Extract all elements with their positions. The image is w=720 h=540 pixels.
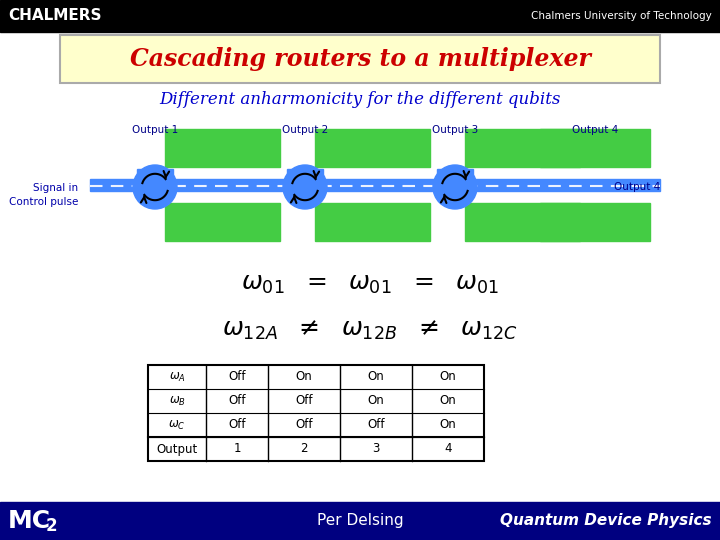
Bar [287, 169, 323, 179]
Text: Quantum Device Physics: Quantum Device Physics [500, 514, 712, 529]
Text: Off: Off [295, 395, 312, 408]
Text: Off: Off [228, 370, 246, 383]
Text: 3: 3 [372, 442, 379, 456]
Text: $\omega_C$: $\omega_C$ [168, 418, 186, 431]
Text: On: On [440, 370, 456, 383]
Text: CHALMERS: CHALMERS [8, 9, 102, 24]
Text: Control pulse: Control pulse [9, 197, 78, 207]
Text: On: On [296, 370, 312, 383]
Bar [465, 203, 580, 241]
Text: $\omega_A$: $\omega_A$ [168, 370, 186, 383]
Text: Output: Output [156, 442, 197, 456]
Text: On: On [368, 395, 384, 408]
Text: 2: 2 [46, 517, 58, 535]
Text: On: On [440, 395, 456, 408]
Bar [60, 35, 660, 83]
Text: 2: 2 [300, 442, 307, 456]
Text: Per Delsing: Per Delsing [317, 514, 403, 529]
Text: MC: MC [8, 509, 51, 533]
Bar [315, 203, 430, 241]
Bar [515, 181, 545, 189]
Bar [137, 169, 173, 179]
Text: On: On [368, 370, 384, 383]
Text: Different anharmonicity for the different qubits: Different anharmonicity for the differen… [159, 91, 561, 109]
Text: Chalmers University of Technology: Chalmers University of Technology [531, 11, 712, 21]
Text: Off: Off [228, 395, 246, 408]
Bar [0, 32, 720, 502]
Text: 1: 1 [233, 442, 240, 456]
Text: Off: Off [228, 418, 246, 431]
Bar [148, 365, 484, 461]
Bar [365, 181, 395, 189]
Bar [540, 129, 650, 167]
Bar [90, 179, 660, 191]
Circle shape [433, 165, 477, 209]
Bar [437, 169, 473, 179]
Text: Output 4: Output 4 [613, 182, 660, 192]
Bar [0, 502, 720, 540]
Text: Output 4: Output 4 [572, 125, 618, 135]
Text: $\omega_{01}\ \ =\ \ \omega_{01}\ \ =\ \ \omega_{01}$: $\omega_{01}\ \ =\ \ \omega_{01}\ \ =\ \… [241, 273, 499, 296]
Text: 4: 4 [444, 442, 451, 456]
Bar [0, 0, 720, 32]
Bar [540, 203, 650, 241]
Bar [165, 203, 280, 241]
Text: Off: Off [367, 418, 384, 431]
Text: Output 3: Output 3 [432, 125, 478, 135]
Circle shape [133, 165, 177, 209]
Text: Off: Off [295, 418, 312, 431]
Bar [315, 129, 430, 167]
Text: $\omega_B$: $\omega_B$ [168, 394, 186, 408]
Circle shape [283, 165, 327, 209]
Bar [165, 129, 280, 167]
Bar [465, 129, 580, 167]
Text: Output 1: Output 1 [132, 125, 178, 135]
Bar [215, 181, 245, 189]
Text: On: On [440, 418, 456, 431]
Text: $\omega_{12A}\ \ \neq\ \ \omega_{12B}\ \ \neq\ \ \omega_{12C}$: $\omega_{12A}\ \ \neq\ \ \omega_{12B}\ \… [222, 319, 518, 342]
Text: Output 2: Output 2 [282, 125, 328, 135]
Text: Cascading routers to a multiplexer: Cascading routers to a multiplexer [130, 47, 590, 71]
Text: Signal in: Signal in [33, 183, 78, 193]
